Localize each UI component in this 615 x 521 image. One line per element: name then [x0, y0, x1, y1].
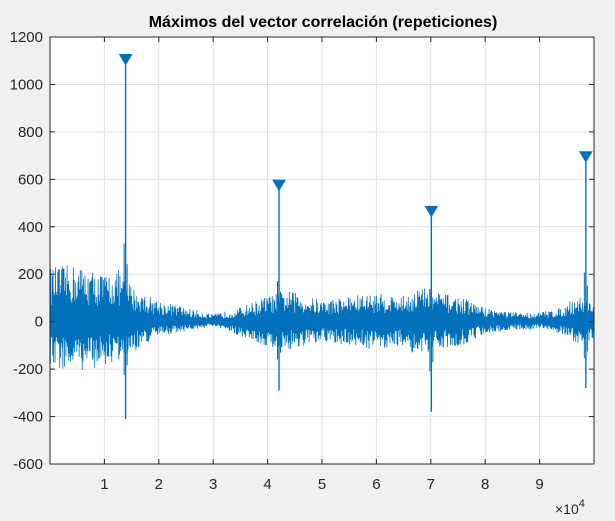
y-tick-label: -600	[13, 456, 43, 473]
peak-marker	[424, 205, 439, 218]
x-tick-label: 4	[263, 476, 271, 493]
chart-title: Máximos del vector correlación (repetici…	[149, 14, 498, 31]
x-tick-label: 1	[100, 476, 108, 493]
y-tick-label: -200	[13, 361, 43, 378]
x-tick-label: 8	[481, 476, 489, 493]
x-exponent-power: 4	[579, 498, 585, 510]
y-tick-label: 0	[35, 314, 43, 331]
y-tick-labels: -600 -400 -200 0 200 400 600 800 1000 1200	[10, 29, 43, 473]
tick-marks	[50, 36, 594, 465]
correlation-signal	[49, 60, 595, 419]
x-tick-label: 9	[535, 476, 543, 493]
y-tick-label: 1000	[10, 76, 43, 93]
x-tick-label: 2	[155, 476, 163, 493]
peak-marker	[578, 151, 593, 163]
signal-line	[49, 265, 595, 370]
y-tick-label: 600	[18, 171, 43, 188]
x-tick-label: 6	[372, 476, 380, 493]
y-tick-label: 200	[18, 266, 43, 283]
x-tick-label: 7	[427, 476, 435, 493]
x-exponent-label: ×104	[555, 498, 585, 517]
y-tick-label: 800	[18, 124, 43, 141]
y-tick-label: 1200	[10, 29, 43, 46]
x-tick-label: 3	[209, 476, 217, 493]
peak-marker	[272, 179, 286, 192]
x-tick-label: 5	[318, 476, 326, 493]
peak-marker	[118, 54, 133, 66]
x-tick-labels: 1 2 3 4 5 6 7 8 9	[100, 476, 544, 493]
y-tick-label: -400	[13, 409, 43, 426]
x-exponent-base: ×10	[555, 501, 579, 517]
y-tick-label: 400	[18, 219, 43, 236]
peak-markers	[118, 54, 593, 218]
